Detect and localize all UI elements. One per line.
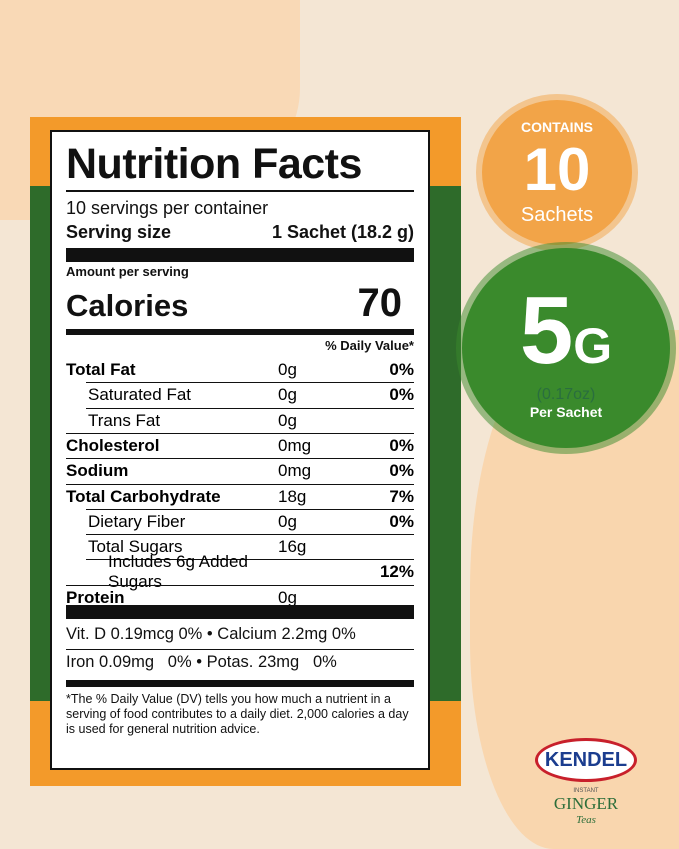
divider xyxy=(66,190,414,192)
nutrient-amount: 0mg xyxy=(278,461,312,481)
nutrient-name: Saturated Fat xyxy=(88,385,192,405)
contains-badge: CONTAINS 10 Sachets xyxy=(482,100,632,245)
divider-thick xyxy=(66,605,414,619)
micros-line: Iron 0.09mg 0% • Potas. 23mg 0% xyxy=(66,653,337,671)
nutrition-facts-label: Nutrition Facts 10 servings per containe… xyxy=(50,130,430,770)
serving-size: Serving size 1 Sachet (18.2 g) xyxy=(66,222,414,243)
divider xyxy=(66,584,414,586)
nutrient-row: Protein 0g xyxy=(66,586,414,610)
nutrient-amount: 0g xyxy=(278,511,297,531)
nutrient-row: Total Sugars 16g xyxy=(66,535,414,559)
nutrient-name: Includes 6g Added Sugars xyxy=(108,552,248,592)
label-title: Nutrition Facts xyxy=(66,140,362,188)
serving-size-label: Serving size xyxy=(66,222,172,242)
brand-instant: INSTANT xyxy=(573,788,599,794)
nutrient-dv: 0% xyxy=(389,435,414,455)
nutrient-name: Cholesterol xyxy=(66,435,160,455)
weight-value: 5 xyxy=(519,277,574,384)
servings: 10 servings per container xyxy=(66,198,269,218)
brand-logo: KENDEL INSTANT GINGER Teas xyxy=(535,738,637,826)
dv-header: % Daily Value* xyxy=(325,338,414,353)
divider xyxy=(66,649,414,650)
nutrient-dv: 7% xyxy=(389,486,414,506)
nutrient-name: Total Carbohydrate xyxy=(66,486,221,506)
nutrient-dv: 0% xyxy=(389,385,414,405)
nutrient-dv: 12% xyxy=(379,562,414,582)
nutrient-name: Total Fat xyxy=(66,360,136,379)
divider xyxy=(86,534,414,536)
nutrient-row: Saturated Fat 0g 0% xyxy=(66,383,414,407)
nutrient-row: Total Fat 0g 0% xyxy=(66,358,414,382)
nutrient-amount: 0g xyxy=(278,385,297,405)
micros-line: Vit. D 0.19mcg 0% • Calcium 2.2mg 0% xyxy=(66,625,356,643)
nutrient-row: Trans Fat 0g xyxy=(66,409,414,433)
unit-text: Sachets xyxy=(520,203,594,226)
calories-row: Calories 70 xyxy=(66,281,414,326)
nutrient-name: Total Sugars xyxy=(88,537,183,557)
nutrient-dv: 0% xyxy=(389,461,414,481)
nutrient-amount: 18g xyxy=(278,486,307,506)
nutrient-name: Protein xyxy=(66,587,125,607)
nutrient-name: Trans Fat xyxy=(88,410,161,430)
divider-thick xyxy=(66,248,414,262)
divider xyxy=(66,458,414,460)
brand-product: GINGER xyxy=(553,794,619,813)
nutrient-amount: 16g xyxy=(278,537,307,557)
nutrient-name: Sodium xyxy=(66,461,129,481)
brand-sub: Teas xyxy=(576,814,596,826)
divider-medium xyxy=(66,329,414,335)
footnote: *The % Daily Value (DV) tells you how mu… xyxy=(66,692,409,736)
brand-name: KENDEL xyxy=(544,748,628,771)
nutrient-amount: 0g xyxy=(278,360,297,379)
nutrient-row: Total Carbohydrate 18g 7% xyxy=(66,485,414,509)
divider xyxy=(86,508,414,510)
calories-label: Calories xyxy=(66,288,189,323)
serving-size-value: 1 Sachet (18.2 g) xyxy=(271,222,414,242)
nutrient-amount: 0g xyxy=(278,410,297,430)
nutrient-amount: 0g xyxy=(278,587,297,607)
divider xyxy=(86,407,414,409)
divider xyxy=(66,483,414,485)
contains-text: CONTAINS xyxy=(520,118,594,135)
divider xyxy=(86,382,414,384)
divider-medium xyxy=(66,680,414,687)
calories-value: 70 xyxy=(357,281,403,325)
nutrient-dv: 0% xyxy=(389,511,414,531)
amount-per-serving: Amount per serving xyxy=(66,264,189,279)
divider xyxy=(86,559,414,561)
nutrient-row: Includes 6g Added Sugars 12% xyxy=(66,552,414,591)
nutrient-row: Sodium 0mg 0% xyxy=(66,459,414,483)
divider xyxy=(66,432,414,434)
per-sachet-text: Per Sachet xyxy=(529,404,603,420)
nutrient-dv: 0% xyxy=(389,360,414,379)
weight-unit: G xyxy=(573,318,613,374)
nutrient-amount: 0mg xyxy=(278,435,312,455)
nutrient-name: Dietary Fiber xyxy=(88,511,186,531)
nutrient-row: Dietary Fiber 0g 0% xyxy=(66,510,414,534)
nutrient-row: Cholesterol 0mg 0% xyxy=(66,434,414,458)
count-text: 10 xyxy=(523,135,591,203)
oz-text: (0.17oz) xyxy=(536,386,596,403)
